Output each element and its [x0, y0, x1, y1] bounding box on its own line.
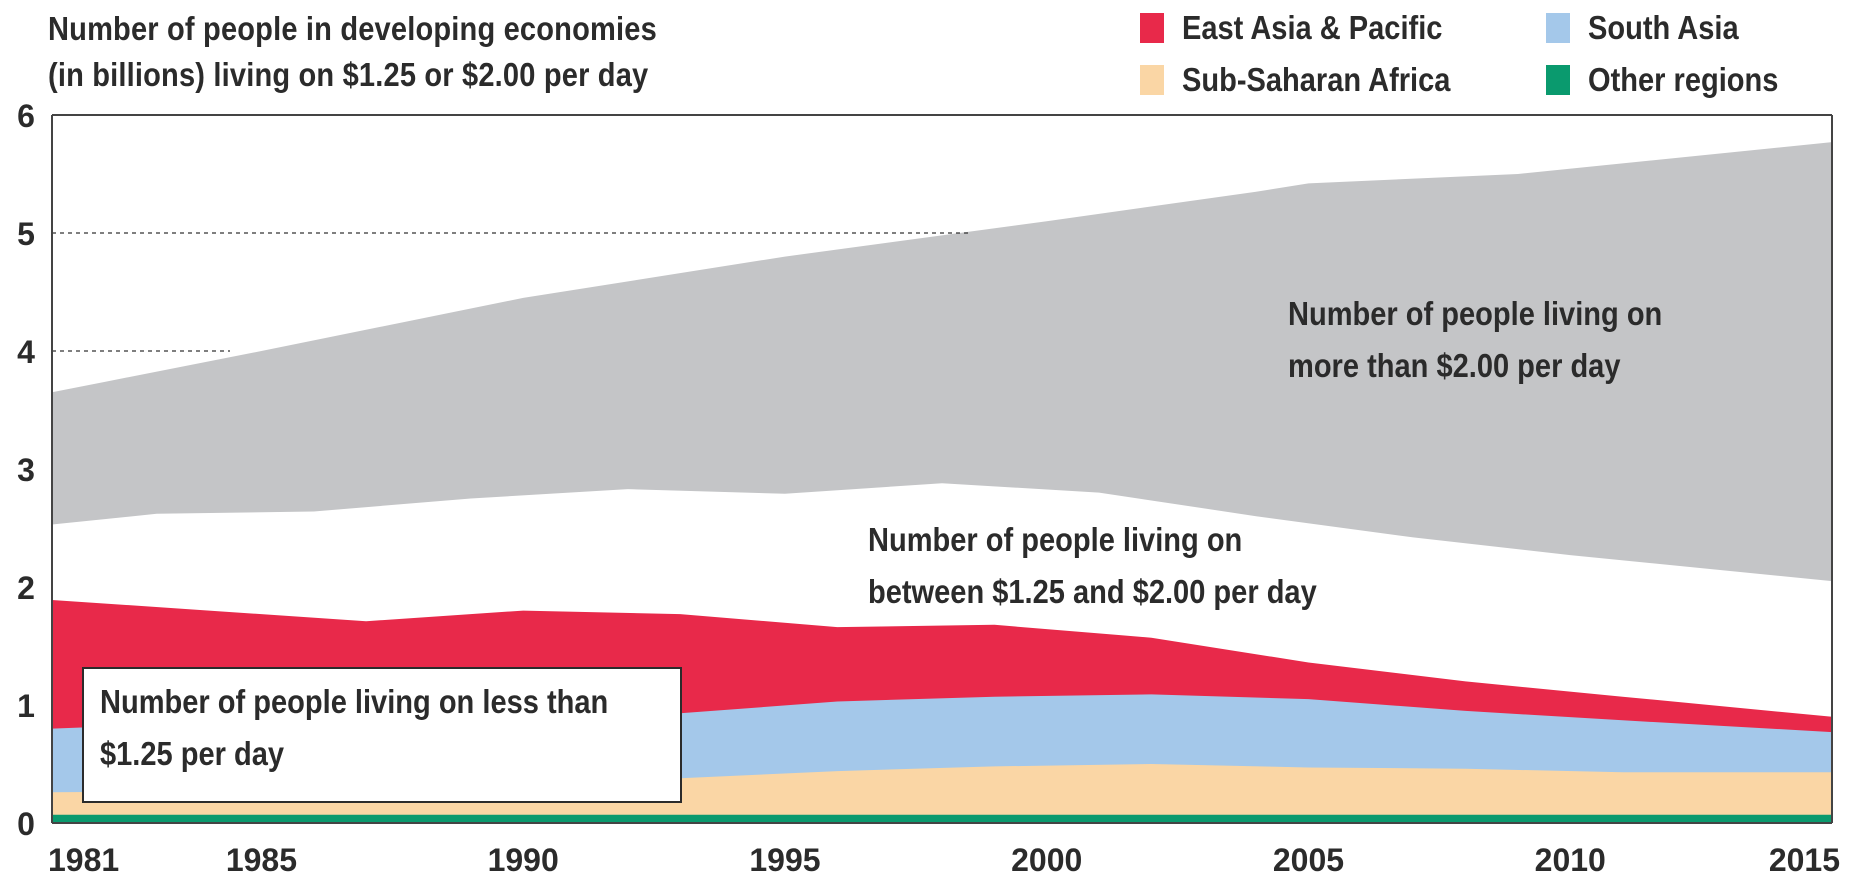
legend-swatch-east-asia	[1140, 13, 1164, 43]
y-tick-label-4: 4	[17, 334, 35, 370]
legend-item-sub-saharan-africa: Sub-Saharan Africa	[1140, 58, 1487, 102]
legend-label-east-asia: East Asia & Pacific	[1182, 9, 1443, 46]
legend-swatch-south-asia	[1546, 13, 1570, 43]
y-tick-label-0: 0	[17, 806, 35, 842]
legend-label-other-regions: Other regions	[1588, 61, 1779, 98]
y-tick-label-5: 5	[17, 216, 35, 252]
series-area-sub-saharan-africa	[52, 764, 1832, 823]
chart-title: Number of people in developing economies…	[48, 10, 657, 93]
legend-item-other-regions: Other regions	[1546, 58, 1804, 102]
x-tick-label-2000: 2000	[1011, 842, 1082, 878]
x-tick-label-1995: 1995	[749, 842, 820, 878]
annotation-below-1-25-dollars: Number of people living on less than $1.…	[100, 683, 609, 772]
legend-item-east-asia: East Asia & Pacific	[1140, 6, 1478, 50]
annotation-box-below-1-25	[82, 667, 682, 803]
x-tick-label-1990: 1990	[488, 842, 559, 878]
y-tick-label-2: 2	[17, 570, 35, 606]
legend-item-south-asia: South Asia	[1546, 6, 1759, 50]
legend-label-sub-saharan-africa: Sub-Saharan Africa	[1182, 61, 1451, 98]
x-tick-label-1985: 1985	[226, 842, 297, 878]
y-tick-label-6: 6	[17, 98, 35, 134]
annotation-above-2-dollars: Number of people living on more than $2.…	[1288, 295, 1663, 384]
annotation-between-1-25-and-2-dollars: Number of people living on between $1.25…	[868, 521, 1317, 610]
legend-swatch-sub-saharan-africa	[1140, 65, 1164, 95]
x-tick-label-2010: 2010	[1535, 842, 1606, 878]
y-tick-label-3: 3	[17, 452, 35, 488]
x-tick-label-2005: 2005	[1273, 842, 1344, 878]
x-tick-label-1981: 1981	[48, 842, 119, 878]
y-tick-label-1: 1	[17, 688, 35, 724]
legend-label-south-asia: South Asia	[1588, 9, 1739, 46]
x-tick-label-2015: 2015	[1769, 842, 1840, 878]
legend-swatch-other-regions	[1546, 65, 1570, 95]
series-area-other-regions	[52, 814, 1832, 823]
legend: East Asia & Pacific South Asia Sub-Sahar…	[1140, 6, 1860, 106]
